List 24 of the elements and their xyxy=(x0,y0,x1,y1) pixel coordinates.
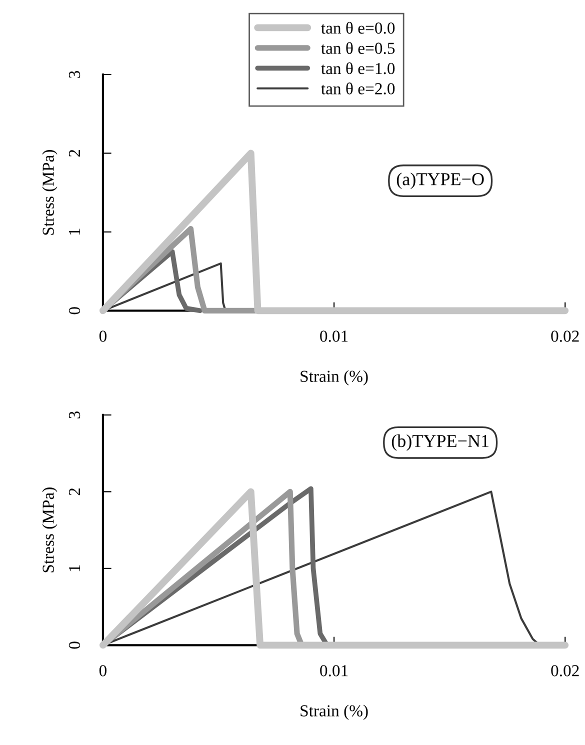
x-tick-label: 0 xyxy=(99,330,106,342)
x-axis-title: Strain (%) xyxy=(300,704,368,720)
x-tick-label: 0.02 xyxy=(551,665,579,676)
annotation: (b)TYPE−N1 xyxy=(392,434,488,451)
y-tick-label: 1 xyxy=(68,228,80,235)
y-tick-label: 1 xyxy=(68,565,80,572)
legend-label: tan θ e=0.0 xyxy=(321,22,395,34)
legend-label: tan θ e=0.5 xyxy=(321,42,395,54)
x-tick-label: 0.02 xyxy=(551,330,579,342)
x-tick-label: 0.01 xyxy=(320,330,348,342)
y-axis-title: Stress (MPa) xyxy=(42,150,58,235)
y-tick-label: 2 xyxy=(68,488,80,496)
legend-label: tan θ e=2.0 xyxy=(321,82,395,94)
y-tick-label: 3 xyxy=(68,70,80,78)
x-tick-label: 0 xyxy=(99,665,106,676)
annotation: (a)TYPE−O xyxy=(396,172,484,189)
y-tick-label: 0 xyxy=(68,307,80,314)
y-tick-label: 2 xyxy=(68,150,80,157)
x-tick-label: 0.01 xyxy=(320,665,348,676)
legend-label: tan θ e=1.0 xyxy=(321,62,395,74)
y-axis-title: Stress (MPa) xyxy=(42,488,58,572)
x-axis-title: Strain (%) xyxy=(300,370,368,386)
y-tick-label: 3 xyxy=(68,411,80,418)
y-tick-label: 0 xyxy=(68,642,80,649)
